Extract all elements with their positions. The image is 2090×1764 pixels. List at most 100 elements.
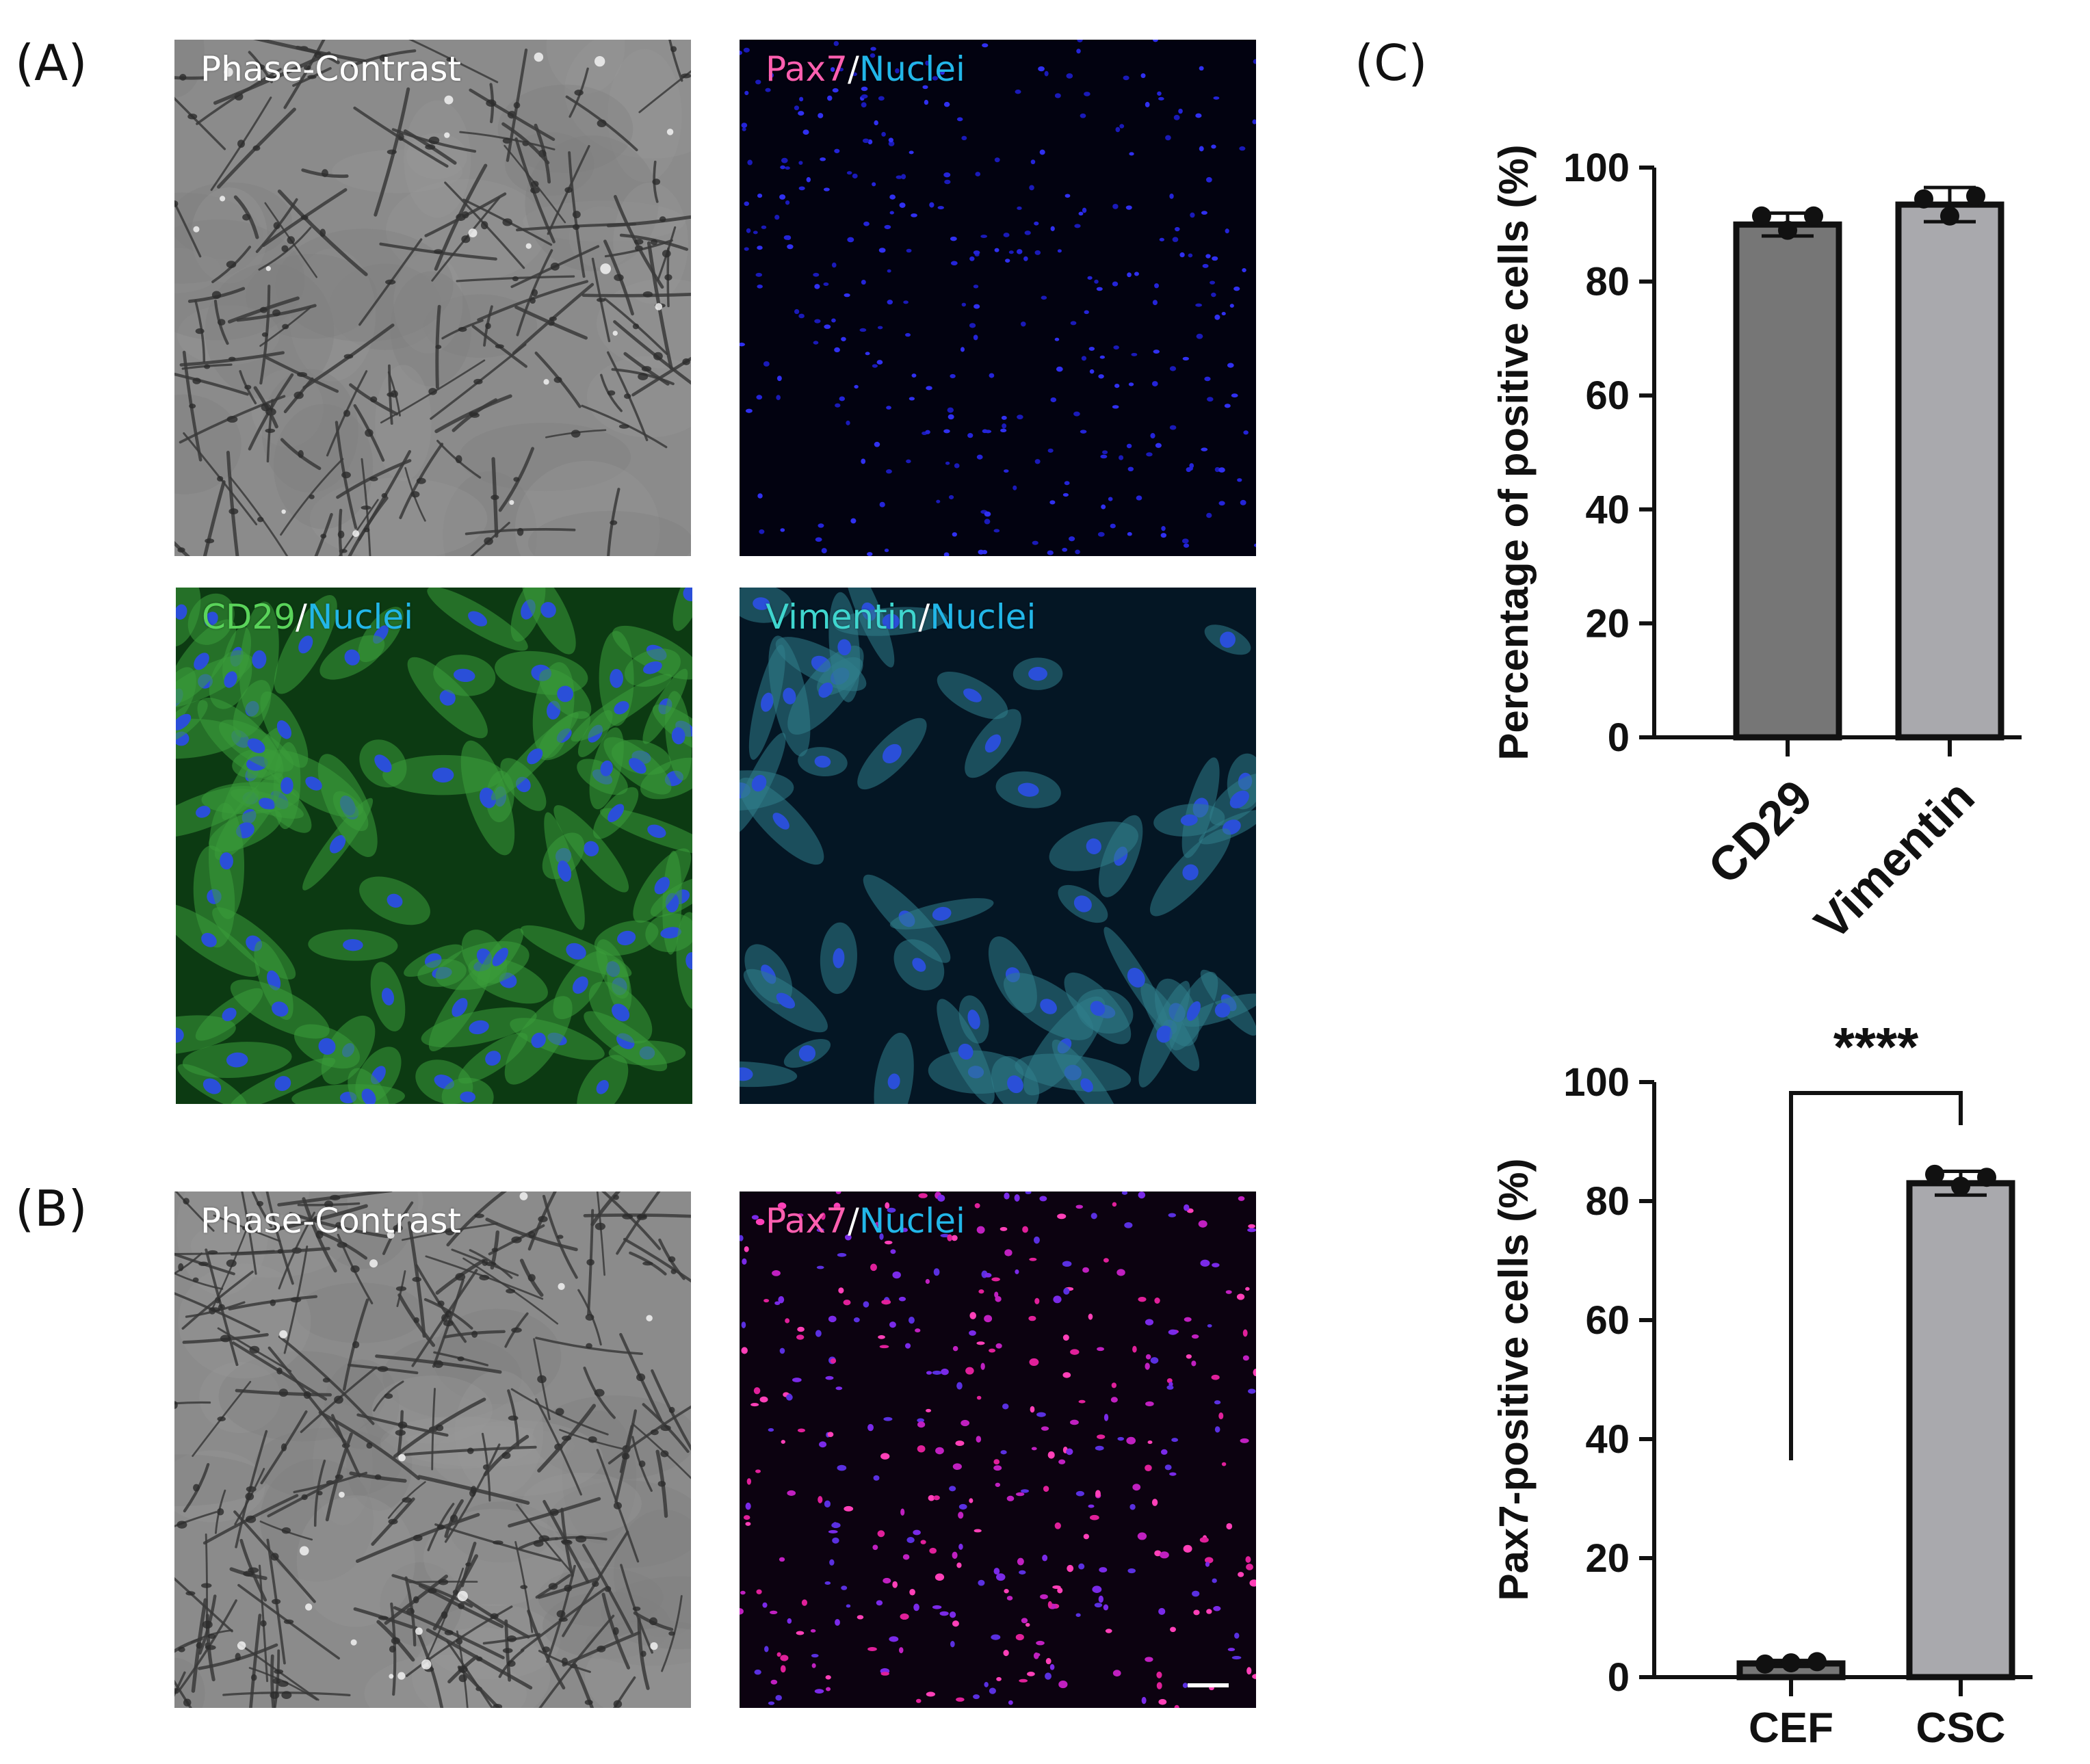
cell-body: [660, 1450, 669, 1458]
nucleus: [806, 176, 811, 183]
nucleus: [828, 1530, 838, 1533]
nucleus: [952, 1463, 962, 1471]
nucleus: [492, 947, 508, 966]
nucleus: [272, 1001, 289, 1017]
nucleus: [952, 1345, 958, 1352]
nucleus: [936, 499, 941, 503]
nucleus: [201, 932, 217, 947]
nucleus: [1196, 333, 1203, 339]
cell-body: [361, 505, 371, 510]
nucleus: [1045, 1658, 1051, 1665]
cell-body: [217, 319, 226, 326]
cell-body: [493, 1703, 503, 1708]
nucleus: [1211, 292, 1216, 298]
nucleus: [785, 1318, 790, 1324]
phase-contrast-image-b-render: [174, 1192, 691, 1708]
nucleus: [978, 1289, 984, 1294]
nucleus: [828, 1315, 837, 1323]
cell-body: [610, 520, 618, 525]
nucleus: [1115, 127, 1121, 133]
nucleus: [259, 798, 276, 810]
nucleus: [926, 386, 932, 391]
nucleus: [1207, 1324, 1212, 1328]
nucleus: [1179, 252, 1185, 258]
nucleus: [1094, 279, 1099, 284]
nucleus: [945, 461, 950, 465]
nucleus: [1195, 303, 1203, 307]
nucleus: [1078, 1399, 1086, 1404]
nucleus: [774, 1301, 781, 1305]
nucleus: [1243, 430, 1249, 435]
nucleus: [557, 860, 572, 882]
cell-body: [377, 1366, 389, 1372]
nucleus: [1029, 1257, 1037, 1261]
nucleus: [870, 47, 876, 51]
nucleus: [1112, 203, 1119, 209]
nucleus: [988, 1348, 996, 1353]
nucleus: [1080, 430, 1087, 434]
nucleus: [1114, 384, 1120, 389]
nucleus: [915, 1698, 922, 1703]
nucleus: [742, 127, 746, 131]
nucleus: [1054, 1522, 1061, 1529]
nucleus: [878, 1334, 885, 1339]
nucleus: [995, 1482, 1001, 1487]
nucleus: [1088, 347, 1095, 351]
nucleus: [884, 549, 889, 553]
nucleus: [1125, 205, 1132, 210]
nucleus: [877, 326, 883, 330]
nucleus: [1253, 59, 1256, 64]
cell-body: [259, 306, 267, 313]
nucleus: [1057, 1213, 1067, 1220]
nucleus: [612, 1003, 630, 1022]
bright-cell: [650, 1642, 658, 1650]
nucleus: [1183, 543, 1190, 548]
nucleus: [751, 1215, 759, 1220]
nucleus: [1157, 91, 1162, 96]
nucleus: [896, 175, 902, 179]
background-texture: [174, 394, 241, 495]
vimentin-nuclei-label: Vimentin/Nuclei: [766, 597, 1036, 637]
nucleus: [746, 1478, 752, 1485]
nucleus: [203, 1078, 222, 1094]
nucleus: [763, 1298, 770, 1303]
nucleus: [973, 285, 979, 289]
nucleus: [1117, 1436, 1125, 1441]
nucleus: [1039, 1196, 1047, 1202]
nucleus: [1248, 1224, 1255, 1228]
nucleus: [485, 1051, 501, 1066]
cell-body: [192, 1277, 199, 1282]
nucleus: [904, 332, 911, 337]
nucleus: [1171, 1438, 1179, 1443]
background-texture: [347, 1192, 423, 1234]
nucleus: [756, 1589, 762, 1594]
y-axis-label: Percentage of positive cells (%): [1491, 144, 1537, 760]
cell-body: [640, 1650, 646, 1657]
nucleus: [787, 244, 794, 250]
nucleus: [779, 194, 786, 200]
cell-body: [436, 1524, 445, 1530]
cell-body: [457, 1356, 465, 1362]
nucleus: [1127, 531, 1132, 536]
nucleus: [768, 73, 774, 78]
data-point: [1966, 186, 1985, 206]
nucleus: [1064, 194, 1071, 198]
nucleus: [1145, 1401, 1154, 1407]
nucleus: [1034, 250, 1041, 255]
nucleus: [834, 148, 840, 153]
cell-body: [553, 376, 562, 383]
cell-body: [228, 356, 236, 361]
nucleus: [892, 1271, 901, 1279]
nucleus: [863, 221, 870, 226]
cell-body: [636, 1373, 646, 1382]
nucleus: [780, 528, 785, 532]
nucleus: [816, 1265, 824, 1269]
cell-body: [632, 323, 640, 330]
cell-body: [202, 1620, 213, 1629]
cell-body: [363, 527, 370, 533]
cell-body: [491, 1248, 499, 1252]
cell-body: [441, 1611, 448, 1619]
cell-body: [588, 1436, 597, 1443]
nucleus: [847, 237, 854, 243]
nucleus: [932, 76, 939, 81]
